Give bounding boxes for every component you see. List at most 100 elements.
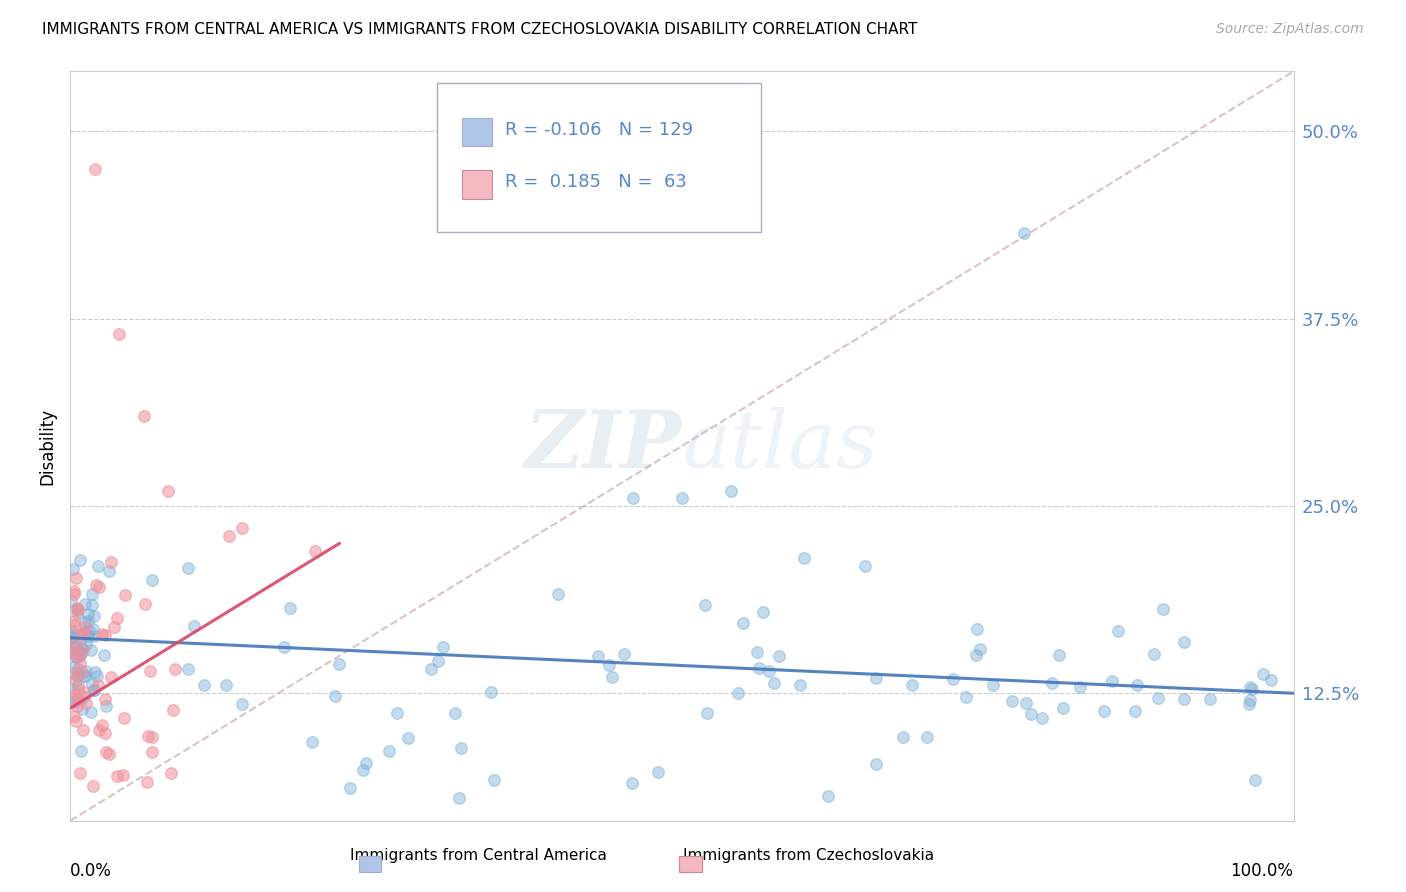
Point xyxy=(66,668,89,682)
Point xyxy=(62,562,84,576)
Point xyxy=(447,790,470,805)
Point xyxy=(93,648,115,662)
Point xyxy=(942,672,965,686)
Point xyxy=(62,659,84,673)
Point xyxy=(62,640,84,654)
Point xyxy=(231,521,253,535)
Point xyxy=(613,647,636,661)
Point xyxy=(70,647,93,661)
Point xyxy=(817,789,839,803)
Point xyxy=(620,776,643,790)
Point xyxy=(193,678,215,692)
Point xyxy=(66,669,89,683)
Point xyxy=(377,744,399,758)
Point xyxy=(65,650,87,665)
Point xyxy=(91,718,114,732)
Point xyxy=(450,740,472,755)
Point xyxy=(65,571,87,585)
Point xyxy=(600,670,623,684)
Point xyxy=(1040,675,1063,690)
Point xyxy=(93,627,115,641)
Point xyxy=(59,644,82,658)
Point xyxy=(62,646,84,660)
Point xyxy=(87,723,110,737)
FancyBboxPatch shape xyxy=(437,83,762,233)
Point xyxy=(1049,648,1071,663)
Point xyxy=(108,326,131,341)
Point xyxy=(70,665,93,680)
Point xyxy=(66,606,89,620)
Point xyxy=(965,648,987,662)
Point xyxy=(328,657,350,671)
Point xyxy=(547,587,569,601)
Point xyxy=(105,611,128,625)
Point xyxy=(73,597,96,611)
Point xyxy=(72,625,94,640)
Point xyxy=(72,723,94,737)
Point xyxy=(86,668,108,682)
Point xyxy=(763,675,786,690)
Point xyxy=(432,640,454,655)
Point xyxy=(83,629,105,643)
Point xyxy=(69,553,91,567)
Point xyxy=(136,729,159,743)
Point xyxy=(72,642,94,657)
Point xyxy=(218,529,240,543)
Point xyxy=(727,686,749,700)
Point xyxy=(84,577,107,591)
Point xyxy=(111,768,134,782)
Point xyxy=(915,730,938,744)
Point xyxy=(80,587,103,601)
Text: Immigrants from Central America: Immigrants from Central America xyxy=(350,848,606,863)
Point xyxy=(385,706,408,721)
Point xyxy=(83,682,105,697)
Point xyxy=(354,756,377,770)
Point xyxy=(66,602,89,616)
Point xyxy=(73,669,96,683)
Point xyxy=(80,705,103,719)
Point xyxy=(63,666,86,681)
Point xyxy=(1198,692,1220,706)
Point xyxy=(1126,678,1149,692)
Point xyxy=(66,662,89,676)
Text: ZIP: ZIP xyxy=(524,408,682,484)
Point xyxy=(1147,690,1170,705)
Point xyxy=(278,600,301,615)
Point xyxy=(76,614,98,628)
Point xyxy=(69,647,91,661)
Point xyxy=(63,709,86,723)
Point xyxy=(100,555,122,569)
Point xyxy=(87,559,110,574)
Point xyxy=(62,695,84,709)
Point xyxy=(479,685,502,699)
Point xyxy=(62,681,84,696)
Point xyxy=(66,650,89,665)
Point xyxy=(70,627,93,641)
Point xyxy=(1015,696,1038,710)
Point xyxy=(114,588,136,602)
Point xyxy=(768,649,790,664)
Point xyxy=(65,601,87,615)
Point xyxy=(75,624,97,639)
Point xyxy=(83,683,105,698)
Point xyxy=(67,648,90,663)
Point xyxy=(134,597,156,611)
Point xyxy=(1052,700,1074,714)
Point xyxy=(97,564,120,578)
Point xyxy=(720,483,742,498)
Point xyxy=(67,678,90,692)
Text: R =  0.185   N =  63: R = 0.185 N = 63 xyxy=(505,173,686,191)
Y-axis label: Disability: Disability xyxy=(38,408,56,484)
Point xyxy=(69,657,91,671)
Point xyxy=(671,491,693,506)
Point xyxy=(396,731,419,746)
Point xyxy=(69,632,91,647)
Point xyxy=(865,756,887,771)
Point xyxy=(901,678,924,692)
Point xyxy=(82,779,104,793)
Point xyxy=(69,744,91,758)
Point xyxy=(163,662,186,676)
Text: Immigrants from Czechoslovakia: Immigrants from Czechoslovakia xyxy=(683,848,934,863)
Point xyxy=(747,645,769,659)
Text: Source: ZipAtlas.com: Source: ZipAtlas.com xyxy=(1216,22,1364,37)
